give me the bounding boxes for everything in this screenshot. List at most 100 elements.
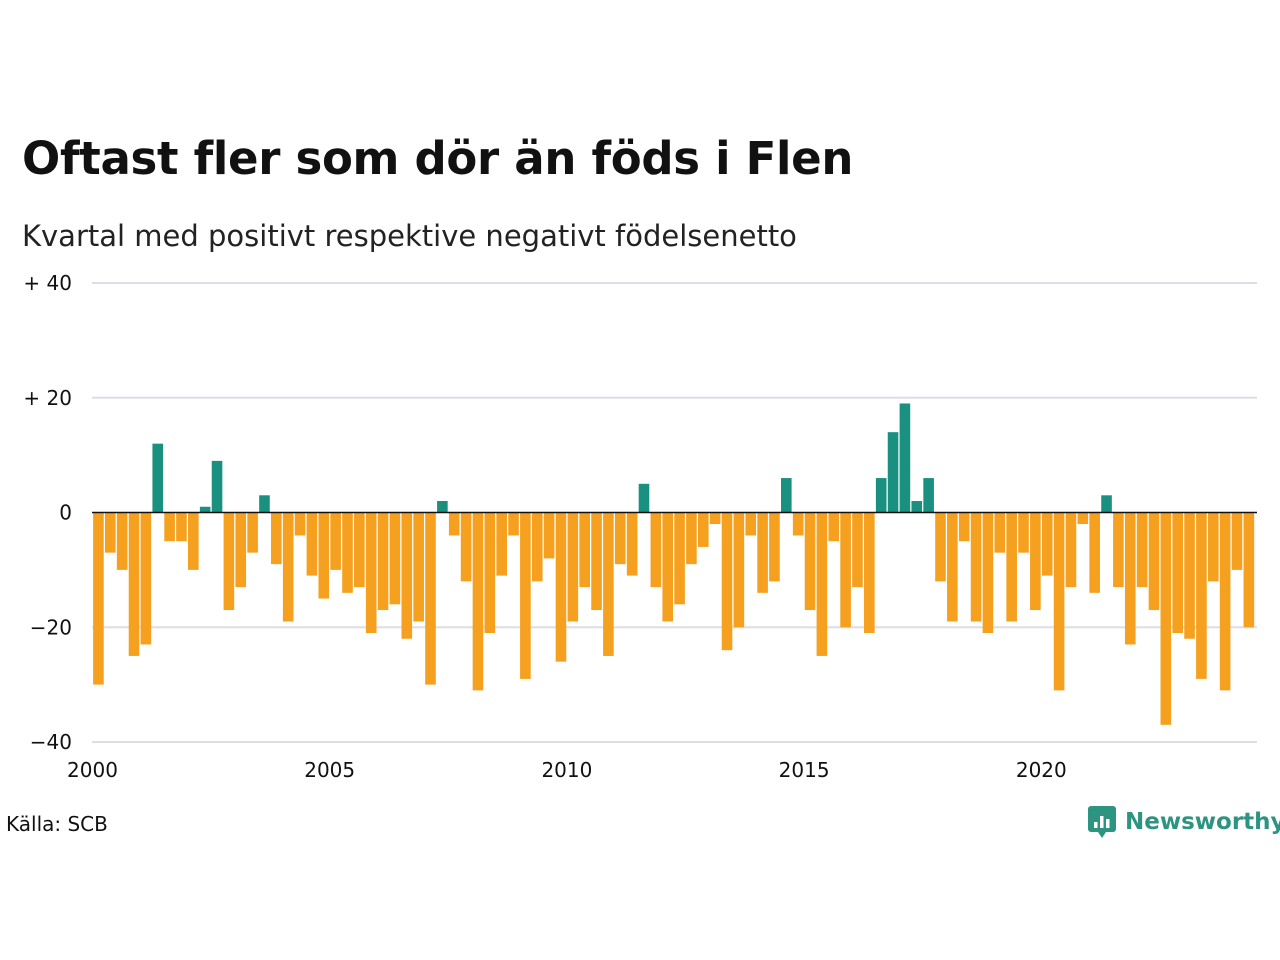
bar [164,512,175,542]
bar [1077,512,1089,524]
bar [354,512,365,588]
bar [1136,512,1148,588]
newsworthy-logo-text: Newsworthy [1125,809,1280,835]
bar [899,403,911,513]
bar [686,512,697,565]
bar [1196,512,1207,679]
bar [188,512,199,570]
x-tick-label: 2010 [541,758,592,782]
x-tick-label: 2005 [304,758,355,782]
y-tick-label: −40 [30,730,72,754]
bar [294,512,306,536]
bar [543,512,555,559]
bar [531,512,543,582]
bar [484,512,496,633]
bar [781,478,792,513]
y-tick-label: + 20 [23,386,72,410]
bar [271,512,282,565]
bar [709,512,721,524]
bar [1030,512,1041,611]
bar [104,512,116,553]
bar [1101,495,1112,513]
bar [330,512,341,570]
bar [342,512,353,593]
bar [128,512,140,656]
chart-subtitle: Kvartal med positivt respektive negativt… [22,219,797,253]
bar [579,512,590,588]
bar [697,512,709,547]
bar [1006,512,1017,622]
bar [792,512,804,536]
bar [638,483,650,513]
newsworthy-logo: Newsworthy [1087,805,1280,839]
bar [923,478,934,513]
bar [1018,512,1029,553]
bar [804,512,816,611]
bar [650,512,662,588]
bar [152,443,164,513]
bar [769,512,780,582]
bar [496,512,507,576]
axes: + 40 + 20 0 −20 −40 2000 2005 2010 2015 2020 [23,271,1257,782]
bar [982,512,994,633]
bar [1184,512,1195,639]
bar [947,512,958,622]
bar [1113,512,1124,588]
chart-title: Oftast fler som dör än föds i Flen [22,132,854,185]
bar [1148,512,1160,611]
bar [852,512,863,588]
bar [1160,512,1172,725]
bar [211,460,223,513]
bar [176,512,187,542]
bar [377,512,389,611]
bar [994,512,1006,553]
bar [840,512,851,628]
bar [757,512,768,593]
bar [318,512,330,599]
bar [614,512,626,565]
y-tick-label: + 40 [23,271,72,295]
bar [674,512,685,605]
bar [389,512,401,605]
bar [828,512,840,542]
bar [116,512,128,570]
bar [235,512,247,588]
bar [1207,512,1219,582]
bar [887,432,899,513]
bar [567,512,579,622]
y-tick-label: −20 [30,615,72,639]
bar [958,512,970,542]
bar [733,512,745,628]
x-tick-label: 2020 [1016,758,1067,782]
y-tick-label: 0 [59,501,72,525]
bar [970,512,982,622]
bar [662,512,674,622]
bar [425,512,436,685]
bar [259,495,270,513]
bar [472,512,484,691]
bar [140,512,152,645]
bar [816,512,828,656]
bar [223,512,235,611]
bar [413,512,424,622]
bar [1041,512,1053,576]
bar [282,512,294,622]
bar [520,512,531,679]
bar [1231,512,1243,570]
bar [1172,512,1183,633]
bar [93,512,104,685]
bar [1219,512,1231,691]
bars [93,403,1255,725]
bar [401,512,413,639]
bar [508,512,519,536]
bar [626,512,638,576]
bar [1053,512,1065,691]
bar [911,501,923,513]
bar [247,512,258,553]
bar [437,501,448,513]
x-tick-label: 2015 [779,758,830,782]
newsworthy-chart-bubble-icon [1088,806,1116,838]
bar [745,512,757,536]
bar [555,512,567,662]
